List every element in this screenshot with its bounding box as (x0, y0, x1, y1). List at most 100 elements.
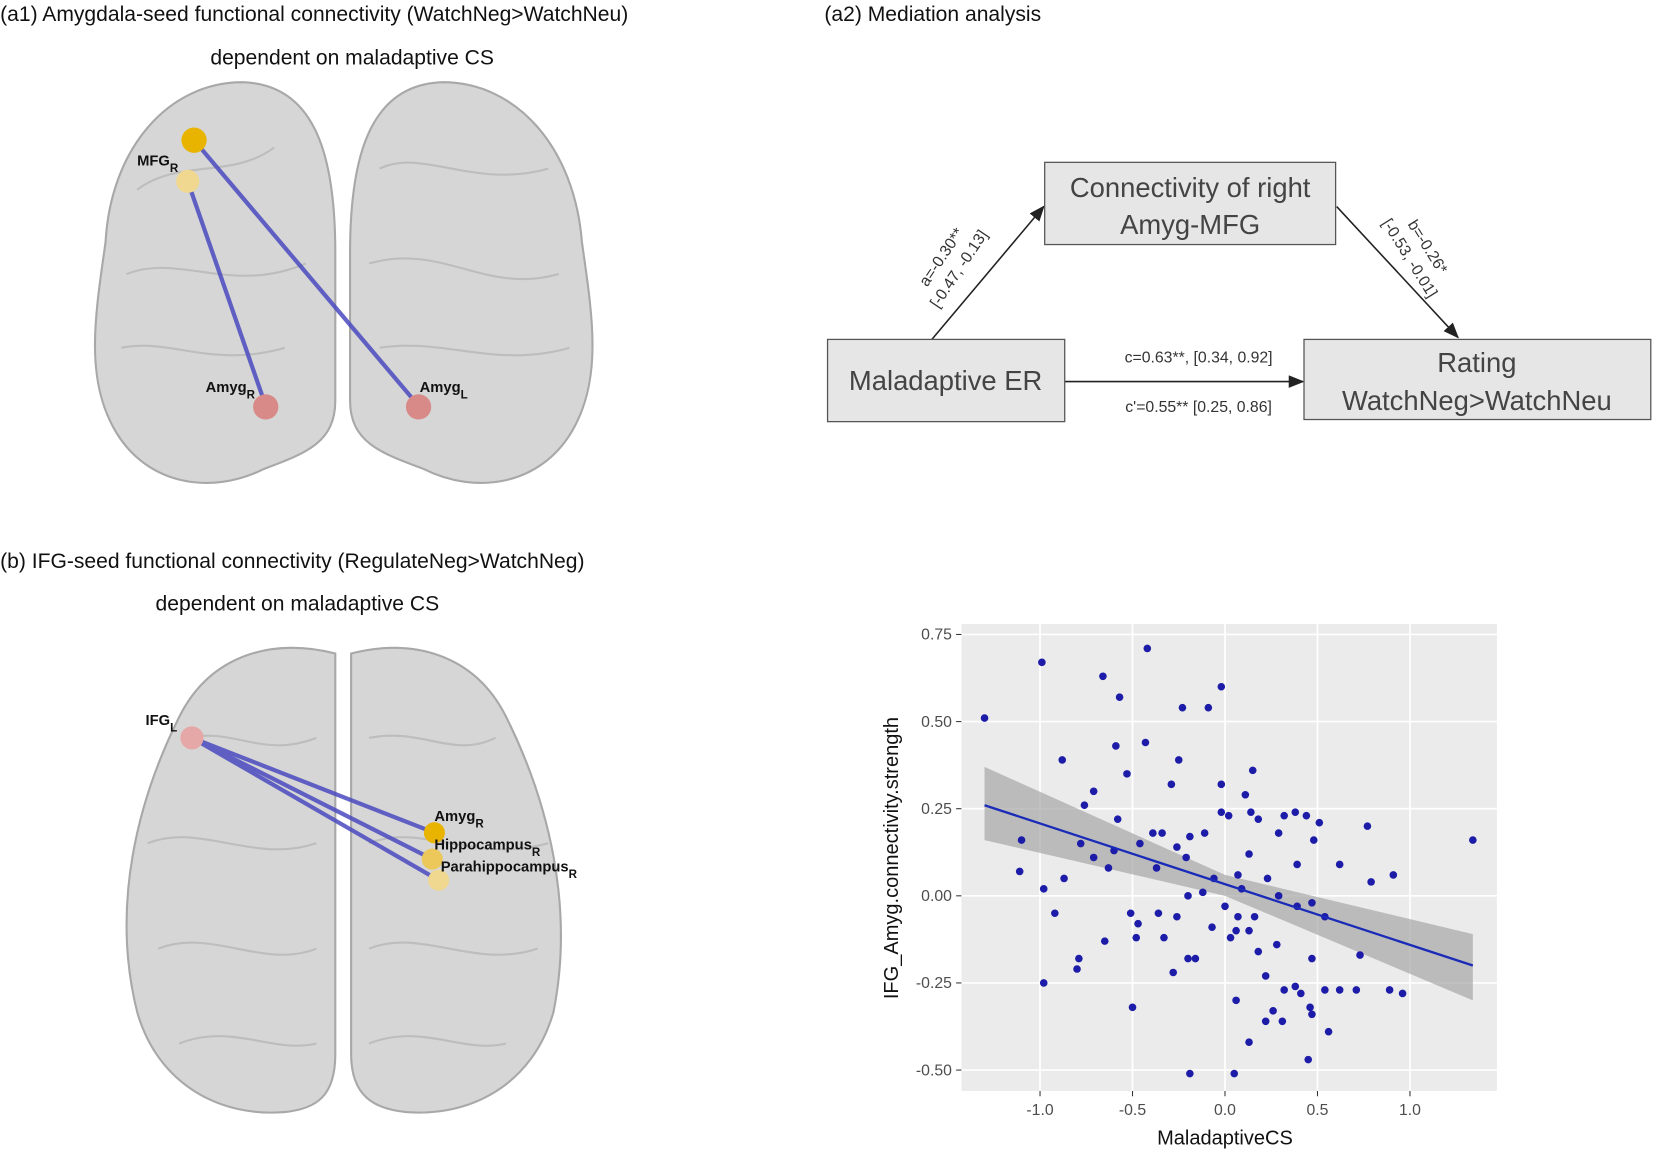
point (1128, 1003, 1137, 1012)
label-text: Amyg (420, 380, 461, 396)
point (1217, 780, 1226, 789)
point (980, 714, 989, 722)
plot-background (961, 624, 1497, 1091)
point (1269, 1007, 1277, 1015)
x-axis-title: MaladaptiveCS (1157, 1128, 1293, 1150)
region-label: AmygL (420, 380, 468, 401)
node-text: Amyg-MFG (1120, 209, 1260, 240)
panel-title: (b) IFG-seed functional connectivity (Re… (0, 550, 584, 573)
point (1208, 923, 1216, 931)
point (1076, 839, 1085, 848)
fit-line (984, 804, 1474, 967)
y-tick-label: 0.75 (921, 627, 952, 644)
label-sub: R (170, 163, 179, 175)
connections (190, 735, 440, 882)
point (1217, 682, 1226, 691)
y-tick-label: 0.00 (921, 888, 952, 905)
point (1099, 672, 1107, 681)
region-label: AmygR (434, 809, 484, 830)
label-sub: R (247, 389, 256, 401)
point (1174, 756, 1183, 764)
node-text: Rating (1437, 347, 1516, 378)
point (1234, 912, 1242, 921)
y-tick-label: 0.50 (921, 714, 952, 731)
point (1274, 829, 1283, 837)
point (1132, 933, 1141, 942)
region-label: IFGL (146, 713, 178, 734)
node (421, 848, 443, 870)
point (1184, 954, 1192, 963)
point (1247, 808, 1255, 816)
point (1263, 874, 1272, 883)
x-tick-label: 0.0 (1214, 1102, 1236, 1119)
point (1221, 902, 1229, 911)
point (1115, 693, 1124, 701)
x-tick-label: 0.5 (1306, 1102, 1328, 1119)
point (1143, 644, 1152, 653)
node (176, 169, 200, 193)
point (1245, 850, 1253, 858)
confidence-band (984, 766, 1473, 1001)
point (1217, 808, 1226, 816)
point (1123, 770, 1131, 778)
point (1075, 954, 1083, 963)
point (1308, 899, 1316, 907)
point (1039, 885, 1048, 893)
point (1113, 815, 1122, 823)
point (1204, 703, 1213, 712)
point (1321, 986, 1329, 994)
point (1356, 951, 1364, 959)
point (1309, 836, 1318, 844)
node (423, 822, 445, 844)
label-sub: L (461, 389, 468, 401)
point (1136, 839, 1144, 848)
point (1335, 860, 1344, 869)
arrows (931, 205, 1459, 388)
label-text: MFG (137, 153, 170, 169)
point (1224, 811, 1233, 820)
label-sub: R (569, 869, 578, 881)
point (1186, 1069, 1194, 1078)
node (180, 726, 204, 750)
node (181, 127, 207, 153)
label-text: Parahippocampus (441, 860, 569, 876)
node-box (1044, 161, 1337, 246)
point (1112, 742, 1120, 750)
node (405, 394, 432, 420)
scatter-chart: 0.75 0.50 0.25 0.00 -0.25 -0.50 -1.0 -0.5 0.0 0.5… (916, 624, 1497, 1119)
point (1248, 766, 1257, 775)
x-tick-label: -0.5 (1119, 1102, 1146, 1119)
point (1104, 864, 1113, 872)
point (1051, 909, 1059, 918)
point (1352, 986, 1361, 994)
point (1308, 1010, 1316, 1019)
brain-coronal (93, 81, 594, 484)
point (1173, 843, 1181, 851)
path-label: c=0.63**, [0.34, 0.92] (1125, 350, 1273, 367)
point (1241, 790, 1250, 799)
brain-axial (125, 646, 562, 1114)
point (1232, 996, 1240, 1005)
point (1232, 926, 1240, 935)
point (1272, 940, 1281, 949)
point (1367, 878, 1375, 886)
x-tick-label: 1.0 (1399, 1102, 1421, 1119)
point (1245, 1038, 1253, 1046)
label-text: Amyg (434, 809, 475, 825)
y-tick-label: 0.25 (921, 801, 952, 818)
label-text: IFG (146, 713, 171, 729)
point (1158, 829, 1166, 837)
point (1254, 947, 1263, 956)
point (1315, 818, 1324, 827)
node-text: WatchNeg>WatchNeu (1342, 385, 1612, 416)
point (1149, 829, 1157, 837)
region-label: MFGR (137, 153, 179, 174)
point (1280, 986, 1288, 994)
panel-title: (a1) Amygdala-seed functional connectivi… (0, 3, 628, 26)
point (1245, 926, 1253, 935)
point (1363, 822, 1372, 830)
x-tick-label: -1.0 (1026, 1102, 1053, 1119)
label-text: Amyg (206, 380, 247, 396)
point (1152, 864, 1161, 872)
node-box (826, 338, 1066, 423)
